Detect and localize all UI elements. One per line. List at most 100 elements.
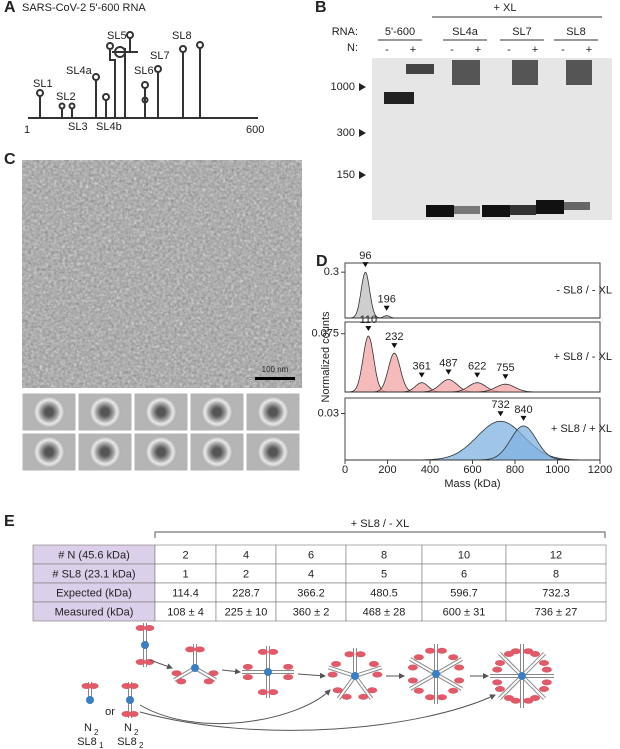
complex-label: N — [84, 722, 92, 734]
table-value: 480.5 — [370, 587, 398, 599]
table-value: 366.2 — [297, 587, 325, 599]
n-protein — [539, 659, 550, 666]
row-label: Measured (kDa) — [55, 606, 134, 618]
peak-marker — [365, 326, 372, 331]
n-protein — [135, 624, 146, 631]
table-header: + SL8 / - XL — [351, 518, 409, 530]
peak-label: 196 — [377, 294, 395, 306]
subscript: 2 — [139, 741, 144, 749]
n-protein — [128, 683, 139, 690]
schematic-title: SARS-CoV-2 5'-600 RNA — [22, 2, 146, 14]
table-value: 5 — [381, 568, 387, 580]
n-state: - — [507, 44, 511, 56]
table-value: 8 — [381, 549, 387, 561]
peak-marker — [497, 411, 504, 417]
peak-fit — [345, 315, 600, 319]
n-protein — [454, 677, 465, 684]
stem-loop-label: SL4a — [66, 65, 93, 77]
row-label: N: — [347, 42, 358, 54]
x-axis-label: Mass (kDa) — [444, 478, 500, 490]
table-value: 360 ± 2 — [293, 606, 330, 618]
complex-label: SL8 — [77, 736, 97, 748]
n-protein — [242, 674, 253, 681]
n-protein — [425, 647, 436, 654]
table-value: 225 ± 10 — [225, 606, 268, 618]
y-axis-label: Normalized counts — [320, 311, 332, 403]
n-protein — [539, 686, 550, 693]
n-state: + — [532, 44, 538, 56]
n-protein — [268, 689, 279, 696]
peak-marker — [362, 262, 369, 268]
n-protein — [523, 697, 534, 704]
n-protein — [88, 683, 99, 690]
peak-label: 361 — [413, 361, 431, 373]
n-protein — [454, 664, 465, 671]
n-protein — [327, 671, 338, 678]
bracket — [154, 531, 606, 538]
dimer-core — [264, 668, 272, 676]
condition-label: + SL8 / + XL — [551, 423, 612, 435]
n-protein — [268, 648, 279, 655]
stem-loop-label: SL8 — [172, 30, 192, 42]
n-protein — [368, 661, 379, 668]
peak-label: 755 — [496, 362, 514, 374]
n-protein — [121, 683, 132, 690]
stem-loop-label: SL4b — [96, 121, 122, 133]
or-label: or — [105, 706, 115, 718]
row-label: RNA: — [332, 26, 358, 38]
table-cell — [505, 601, 607, 622]
panel-letter: C — [4, 151, 16, 168]
rna-schematic — [28, 31, 258, 119]
crosslink-header: + XL — [494, 2, 517, 14]
subscript: 1 — [99, 741, 104, 749]
rna-arm-core — [435, 658, 463, 675]
panel-letter: E — [4, 513, 15, 530]
size-marker: 1000 — [331, 81, 355, 93]
complex-label: N — [124, 722, 132, 734]
n-state: + — [410, 44, 416, 56]
arrow — [139, 694, 496, 731]
n-protein — [208, 670, 219, 677]
n-protein — [425, 694, 436, 701]
n-protein — [530, 650, 541, 657]
n-protein — [355, 651, 366, 658]
subscript: 2 — [94, 728, 99, 737]
n-protein — [372, 671, 383, 678]
peak-label: 110 — [360, 314, 378, 326]
table-value: 600 ± 31 — [443, 606, 486, 618]
rna-arm-core — [354, 675, 373, 700]
class-particle — [33, 436, 65, 468]
n-protein — [194, 646, 205, 653]
rna-arm-core — [435, 673, 463, 690]
subscript: 2 — [134, 728, 139, 737]
n-protein — [332, 687, 343, 694]
n-protein — [344, 651, 355, 658]
n-protein — [494, 659, 505, 666]
stem-loop-label: SL7 — [150, 50, 170, 62]
rna-arm-core — [337, 675, 356, 700]
lane-label: 5'-600 — [385, 26, 415, 38]
dimer-core — [86, 696, 94, 704]
table-value: 10 — [458, 549, 470, 561]
table-value: 2 — [182, 549, 188, 561]
n-protein — [407, 677, 418, 684]
panel-letter: D — [316, 253, 328, 270]
dimer-core — [518, 672, 526, 680]
n-protein — [436, 694, 447, 701]
peak-fit — [345, 383, 600, 393]
n-protein — [413, 687, 424, 694]
class-particle — [201, 436, 233, 468]
lane-label: SL7 — [512, 26, 532, 38]
rna-arm-core — [328, 666, 356, 677]
table-value: 468 ± 28 — [363, 606, 406, 618]
n-protein — [121, 710, 132, 717]
table-value: 2 — [243, 568, 249, 580]
lane-label: SL8 — [566, 26, 586, 38]
peak-label: 232 — [385, 331, 403, 343]
stem-loop-label: SL6 — [134, 65, 154, 77]
dimer-core — [141, 641, 149, 649]
n-state: + — [475, 44, 481, 56]
n-protein — [257, 648, 268, 655]
n-protein — [448, 687, 459, 694]
stem-loop-label: SL5 — [107, 30, 127, 42]
